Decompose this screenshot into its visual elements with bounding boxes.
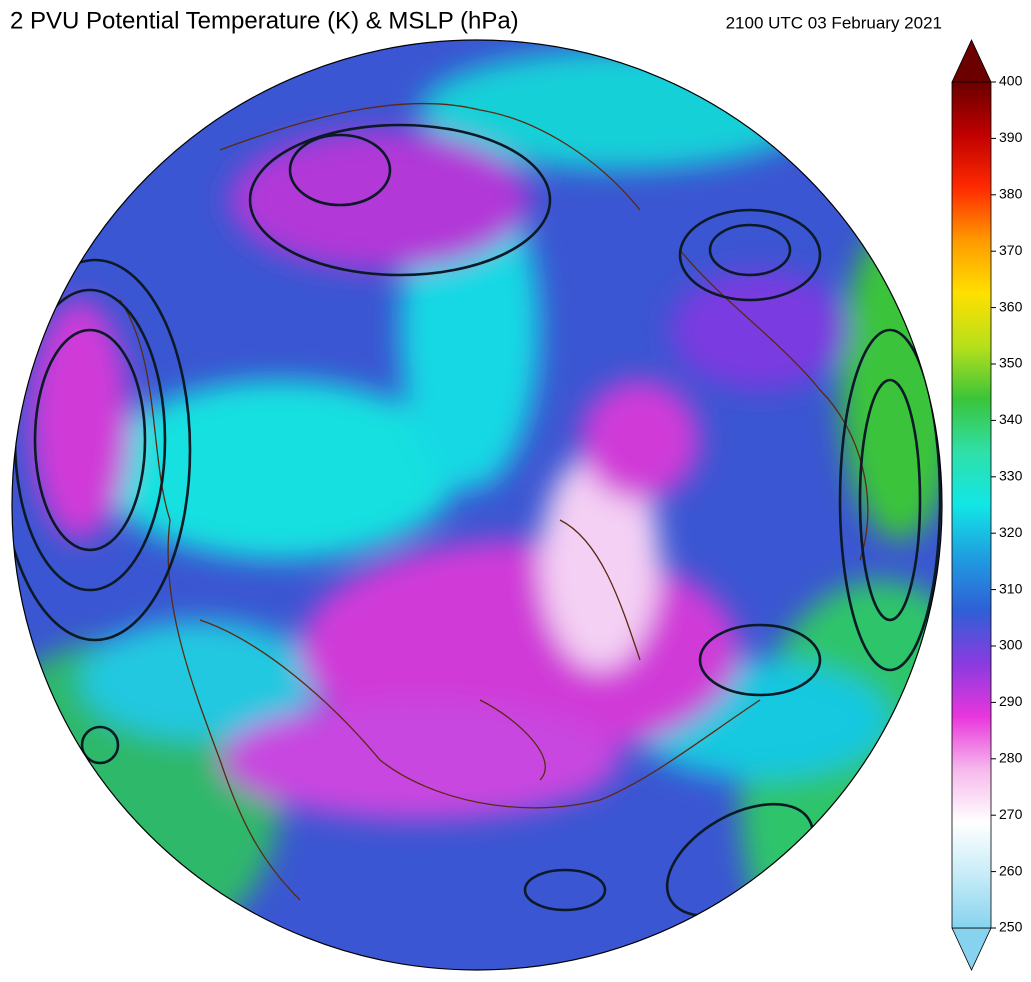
colorbar-tick-label: 380 xyxy=(999,186,1023,202)
colorbar-tick-label: 260 xyxy=(999,862,1023,878)
colorbar-tick-label: 320 xyxy=(999,524,1023,540)
colorbar-tick-label: 330 xyxy=(999,468,1023,484)
colorbar-extend-high xyxy=(951,39,992,83)
colorbar-tick-label: 360 xyxy=(999,298,1023,314)
colorbar-tick-label: 250 xyxy=(999,919,1023,935)
colorbar-tick-label: 300 xyxy=(999,637,1023,653)
timestamp: 2100 UTC 03 February 2021 xyxy=(726,13,942,32)
colorbar-tick-label: 390 xyxy=(999,129,1023,145)
colorbar-tick-label: 270 xyxy=(999,806,1023,822)
colorbar-tick-label: 350 xyxy=(999,355,1023,371)
title: 2 PVU Potential Temperature (K) & MSLP (… xyxy=(10,7,519,34)
colorbar-tick-label: 400 xyxy=(999,73,1023,89)
colorbar-tick-label: 290 xyxy=(999,693,1023,709)
colorbar-tick-label: 370 xyxy=(999,242,1023,258)
colorbar-fill xyxy=(951,81,992,929)
colorbar-tick-label: 280 xyxy=(999,750,1023,766)
colorbar-tick-label: 340 xyxy=(999,411,1023,427)
colorbar-tick-label: 310 xyxy=(999,580,1023,596)
map-border xyxy=(11,39,943,971)
colorbar-extend-low xyxy=(951,927,992,971)
colorbar: 250 260 270 280 290 300 310 320 330 340 350 360 370 3… xyxy=(951,39,1023,971)
